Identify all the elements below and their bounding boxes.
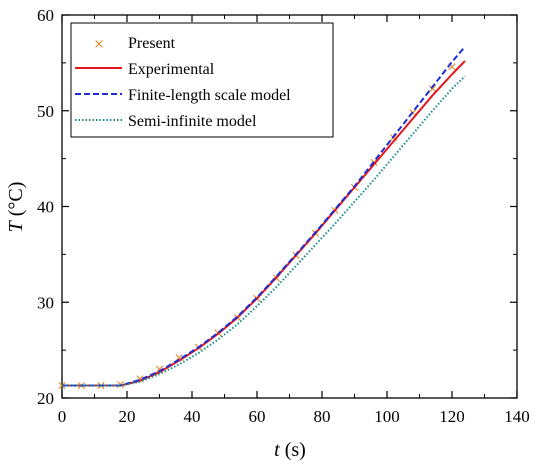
legend: × Present Experimental Finite-length sca… bbox=[70, 22, 334, 138]
x-tick-label: 100 bbox=[374, 407, 400, 426]
y-tick-label: 40 bbox=[37, 198, 54, 217]
y-tick-label: 30 bbox=[37, 293, 54, 312]
x-tick-label: 0 bbox=[58, 407, 67, 426]
y-tick-label: 60 bbox=[37, 6, 54, 25]
series-layer bbox=[58, 45, 466, 390]
y-tick-label: 20 bbox=[37, 389, 54, 408]
y-axis-unit: (°C) bbox=[5, 182, 27, 222]
x-axis-label: t (s) bbox=[274, 439, 306, 461]
legend-label-present: Present bbox=[128, 35, 176, 52]
x-axis-unit: (s) bbox=[280, 439, 306, 461]
y-axis-variable: T bbox=[5, 219, 27, 232]
x-tick-label: 120 bbox=[439, 407, 465, 426]
legend-label-experimental: Experimental bbox=[128, 61, 215, 78]
y-tick-label: 50 bbox=[37, 102, 54, 121]
series-line-semi-infinite-model bbox=[62, 75, 466, 387]
x-tick-label: 140 bbox=[504, 407, 530, 426]
x-tick-label: 20 bbox=[119, 407, 136, 426]
series-line-finite-length-scale-model bbox=[62, 45, 466, 387]
legend-box bbox=[70, 22, 334, 138]
x-tick-label: 80 bbox=[314, 407, 331, 426]
x-tick-label: 60 bbox=[249, 407, 266, 426]
legend-marker-present: × bbox=[94, 37, 105, 52]
x-tick-label: 40 bbox=[184, 407, 201, 426]
data-point-present bbox=[428, 85, 437, 93]
legend-label-finite: Finite-length scale model bbox=[128, 87, 291, 104]
legend-label-semi-infinite: Semi-infinite model bbox=[128, 113, 257, 130]
y-axis-label: T (°C) bbox=[5, 182, 27, 233]
x-axis-variable: t bbox=[274, 439, 280, 461]
